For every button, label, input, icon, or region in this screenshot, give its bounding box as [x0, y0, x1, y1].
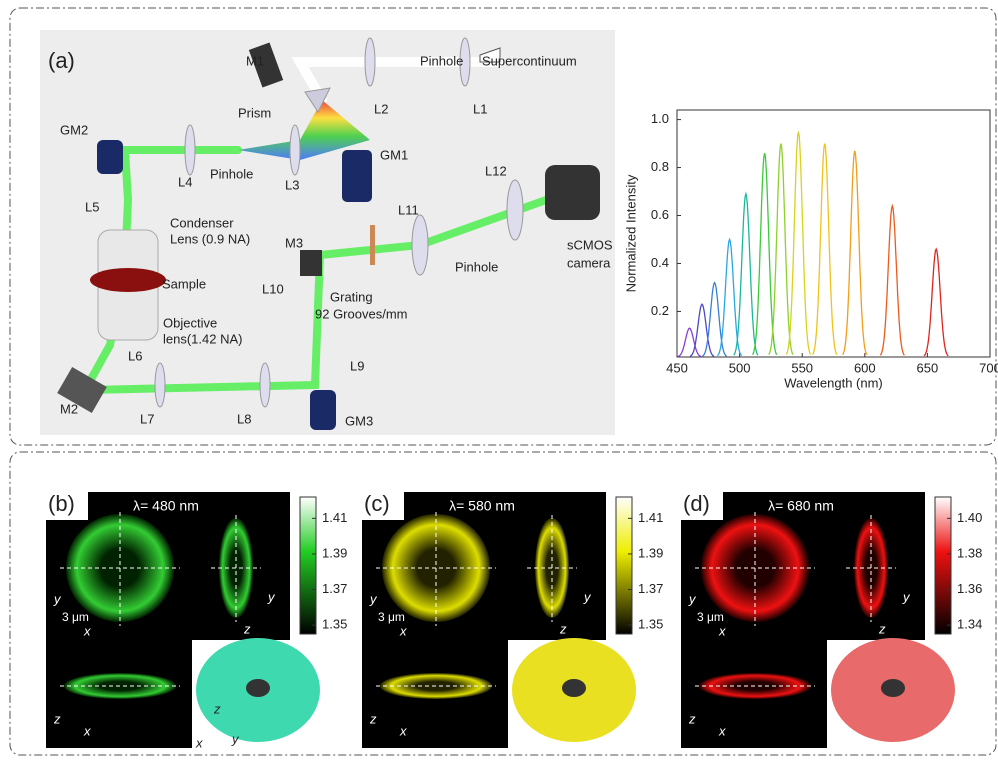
component-label: M3: [285, 235, 303, 250]
component-label: Objective: [163, 315, 217, 330]
component-label: Sample: [162, 276, 206, 291]
x-tick-label: 500: [729, 360, 751, 375]
colorbar-tick-label: 1.35: [322, 617, 347, 632]
colorbar: [300, 497, 316, 634]
colorbar-tick-label: 1.39: [322, 545, 347, 560]
axis-letter: z: [559, 621, 567, 636]
spectrum-peak: [678, 328, 702, 357]
component-label: L2: [374, 101, 388, 116]
colorbar-tick-label: 1.41: [638, 510, 663, 525]
donut-hole: [881, 679, 905, 697]
x-tick-label: 450: [666, 360, 688, 375]
colorbar: [616, 497, 632, 634]
colorbar-tick-label: 1.37: [638, 581, 663, 596]
axis-letter: x: [195, 735, 203, 750]
wavelength-label: λ= 680 nm: [768, 498, 834, 514]
wavelength-label: λ= 480 nm: [133, 498, 199, 514]
component-label: sCMOS: [567, 237, 613, 252]
component-label: GM2: [60, 122, 88, 137]
component-label: GM1: [380, 147, 408, 162]
spectrum-peak: [924, 249, 948, 356]
figure: (a) M1 Pinhole Supercontinuum L2 L1 Prism GM2 L…: [0, 0, 998, 757]
axis-letter: z: [243, 621, 251, 636]
component-label: Pinhole: [455, 259, 498, 274]
y-tick-label: 0.2: [651, 303, 669, 318]
component-label: Grating: [330, 289, 373, 304]
colorbar-tick-label: 1.35: [638, 617, 663, 632]
colorbar: [935, 497, 951, 634]
axis-letter: x: [718, 723, 726, 738]
component-label: L5: [85, 199, 99, 214]
spectrum-peak: [786, 132, 810, 355]
spectrum-peak: [843, 151, 867, 355]
axis-letter: z: [53, 711, 61, 726]
y-axis-title: Normalized Intensity: [623, 174, 638, 292]
panel-label: (a): [48, 48, 75, 73]
component-label: L4: [178, 174, 192, 189]
axis-letter: x: [83, 623, 91, 638]
x-axis-title: Wavelength (nm): [784, 375, 883, 390]
component-label: Condenser: [170, 215, 234, 230]
wavelength-label: λ= 580 nm: [449, 498, 515, 514]
donut-hole: [562, 679, 586, 697]
spectrum-peak: [880, 206, 904, 355]
component-label: L3: [285, 177, 299, 192]
colorbar-tick-label: 1.40: [957, 510, 982, 525]
colorbar-tick-label: 1.34: [957, 617, 982, 632]
scale-label: 3 μm: [62, 610, 89, 624]
component-label: 92 Grooves/mm: [315, 306, 407, 321]
component-label: L11: [398, 202, 419, 217]
y-tick-label: 0.4: [651, 255, 669, 270]
x-tick-label: 550: [791, 360, 813, 375]
component-label: L8: [237, 411, 251, 426]
component-label: L7: [140, 411, 154, 426]
panel-label: (c): [364, 491, 390, 516]
colorbar-tick-label: 1.41: [322, 510, 347, 525]
scale-label: 3 μm: [378, 610, 405, 624]
component-label: M2: [60, 401, 78, 416]
axis-letter: z: [878, 621, 886, 636]
component-label: L6: [128, 348, 142, 363]
component-label: lens(1.42 NA): [163, 331, 242, 346]
panel-label: (b): [48, 491, 75, 516]
colorbar-tick-label: 1.38: [957, 545, 982, 560]
component-label: Prism: [238, 105, 271, 120]
axis-letter: x: [399, 723, 407, 738]
axis-letter: z: [369, 711, 377, 726]
component-label: Pinhole: [210, 166, 253, 181]
component-label: L9: [350, 358, 364, 373]
x-tick-label: 650: [917, 360, 939, 375]
y-tick-label: 0.8: [651, 159, 669, 174]
axis-letter: x: [83, 723, 91, 738]
panel-label: (d): [683, 491, 710, 516]
spectrum-peak: [734, 194, 758, 355]
component-label: Supercontinuum: [482, 53, 577, 68]
component-label: camera: [567, 255, 611, 270]
colorbar-tick-label: 1.37: [322, 581, 347, 596]
x-tick-label: 700: [979, 360, 998, 375]
component-label: Pinhole: [420, 53, 463, 68]
axis-letter: z: [213, 701, 221, 716]
component-label: M1: [246, 53, 264, 68]
component-label: Lens (0.9 NA): [170, 231, 250, 246]
component-label: L10: [262, 281, 284, 296]
colorbar-tick-label: 1.39: [638, 545, 663, 560]
component-label: L12: [485, 163, 507, 178]
y-tick-label: 0.6: [651, 207, 669, 222]
x-tick-label: 600: [854, 360, 876, 375]
donut-hole: [246, 679, 270, 697]
component-label: L1: [473, 101, 487, 116]
axis-letter: x: [399, 623, 407, 638]
y-tick-label: 1.0: [651, 111, 669, 126]
axis-letter: x: [718, 623, 726, 638]
axis-letter: z: [688, 711, 696, 726]
colorbar-tick-label: 1.36: [957, 581, 982, 596]
spectrum-peak: [813, 144, 837, 355]
component-label: GM3: [345, 413, 373, 428]
scale-label: 3 μm: [697, 610, 724, 624]
